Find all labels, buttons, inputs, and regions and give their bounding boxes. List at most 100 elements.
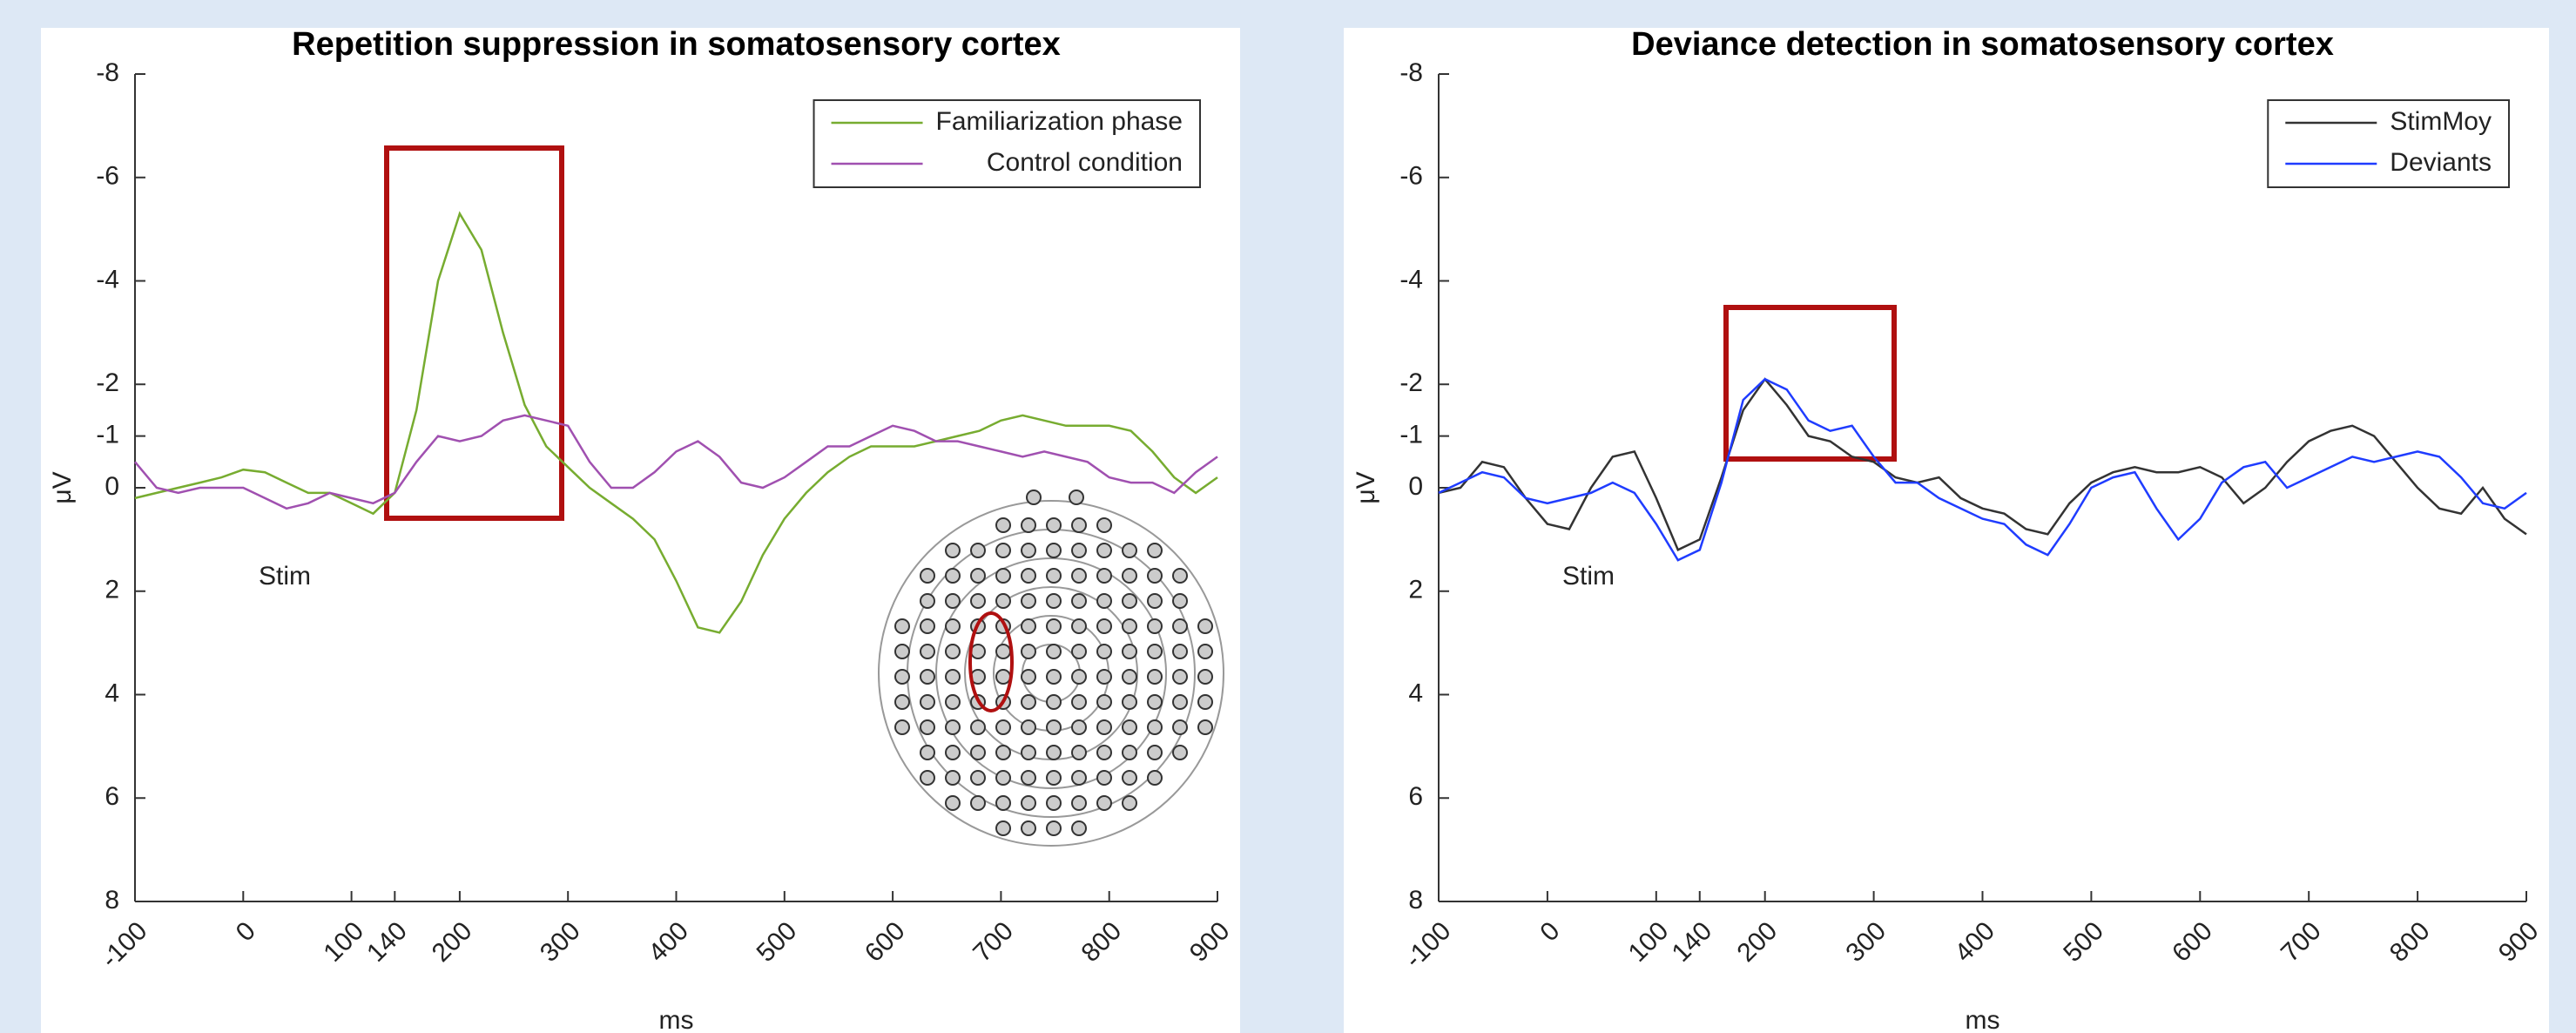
- electrode: [1021, 568, 1036, 584]
- electrode: [1147, 543, 1163, 558]
- electrode: [1021, 618, 1036, 634]
- electrode: [1021, 719, 1036, 735]
- chart-title: Repetition suppression in somatosensory …: [292, 26, 1061, 63]
- electrode: [1046, 694, 1062, 710]
- electrode: [970, 770, 986, 786]
- y-tick-label: -1: [96, 421, 119, 449]
- electrode: [1046, 543, 1062, 558]
- electrode: [1071, 517, 1087, 533]
- electrode: [1046, 517, 1062, 533]
- legend-label: Deviants: [2390, 148, 2492, 177]
- electrode: [894, 719, 910, 735]
- electrode: [1096, 795, 1112, 811]
- electrode: [894, 644, 910, 659]
- electrode: [970, 543, 986, 558]
- electrode: [1147, 694, 1163, 710]
- electrode: [1021, 694, 1036, 710]
- electrode: [1046, 568, 1062, 584]
- electrode: [1172, 644, 1188, 659]
- y-tick-label: 4: [105, 679, 119, 707]
- electrode: [1147, 745, 1163, 760]
- electrode: [1046, 719, 1062, 735]
- y-tick-label: -6: [96, 162, 119, 191]
- electrode: [894, 669, 910, 685]
- electrode: [1071, 795, 1087, 811]
- electrode: [970, 795, 986, 811]
- electrode: [1096, 568, 1112, 584]
- electrode: [1122, 770, 1137, 786]
- electrode: [995, 543, 1011, 558]
- electrode: [1147, 568, 1163, 584]
- y-tick-label: 0: [105, 472, 119, 501]
- electrode: [1021, 543, 1036, 558]
- electrode: [970, 568, 986, 584]
- electrode: [1147, 618, 1163, 634]
- y-tick-label: 0: [1408, 472, 1423, 501]
- electrode: [995, 644, 1011, 659]
- y-tick-label: -6: [1399, 162, 1423, 191]
- electrode: [1122, 694, 1137, 710]
- electrode: [1046, 820, 1062, 836]
- electrode: [945, 770, 961, 786]
- electrode: [1096, 745, 1112, 760]
- electrode: [945, 568, 961, 584]
- electrode: [920, 694, 935, 710]
- electrode: [1071, 694, 1087, 710]
- region-mark: [968, 611, 1014, 712]
- electrode: [995, 669, 1011, 685]
- y-tick-label: 2: [1408, 576, 1423, 604]
- electrode: [894, 694, 910, 710]
- electrode: [970, 644, 986, 659]
- y-tick-label: -2: [96, 368, 119, 397]
- y-tick-label: -4: [1399, 265, 1423, 294]
- electrode: [1172, 719, 1188, 735]
- electrode: [1122, 669, 1137, 685]
- electrode: [1021, 644, 1036, 659]
- electrode: [1021, 669, 1036, 685]
- electrode: [1046, 770, 1062, 786]
- series-line: [1438, 377, 2527, 551]
- y-tick-label: -4: [96, 265, 119, 294]
- electrode: [920, 770, 935, 786]
- legend: Familiarization phase Control condition: [831, 107, 1183, 177]
- electrode: [1172, 568, 1188, 584]
- electrode: [1071, 644, 1087, 659]
- electrode: [894, 618, 910, 634]
- chart-title: Deviance detection in somatosensory cort…: [1631, 26, 2334, 63]
- electrode: [1096, 770, 1112, 786]
- y-tick-label: -2: [1399, 368, 1423, 397]
- electrode: [1046, 795, 1062, 811]
- electrode: [1172, 669, 1188, 685]
- electrode: [1071, 568, 1087, 584]
- electrode: [920, 719, 935, 735]
- annotation: Stim: [259, 562, 311, 591]
- electrode: [1122, 719, 1137, 735]
- electrode: [995, 795, 1011, 811]
- electrode: [1021, 795, 1036, 811]
- electrode: [1021, 770, 1036, 786]
- y-tick-label: -8: [96, 58, 119, 87]
- electrode: [1046, 669, 1062, 685]
- electrode: [1172, 694, 1188, 710]
- electrode: [995, 719, 1011, 735]
- electrode: [1096, 644, 1112, 659]
- electrode: [1122, 745, 1137, 760]
- panel: [1344, 28, 2549, 1033]
- legend: StimMoy Deviants: [2285, 107, 2492, 177]
- legend-box: [2267, 99, 2510, 188]
- electrode: [1122, 593, 1137, 609]
- electrode: [920, 593, 935, 609]
- electrode: [1021, 745, 1036, 760]
- electrode: [1046, 644, 1062, 659]
- electrode: [920, 669, 935, 685]
- electrode: [920, 745, 935, 760]
- y-tick-label: 2: [105, 576, 119, 604]
- electrode: [1046, 618, 1062, 634]
- electrode: [1197, 669, 1213, 685]
- highlight-box: [1723, 305, 1897, 462]
- electrode: [945, 795, 961, 811]
- legend-label: StimMoy: [2390, 107, 2492, 136]
- electrode: [920, 568, 935, 584]
- electrode: [995, 568, 1011, 584]
